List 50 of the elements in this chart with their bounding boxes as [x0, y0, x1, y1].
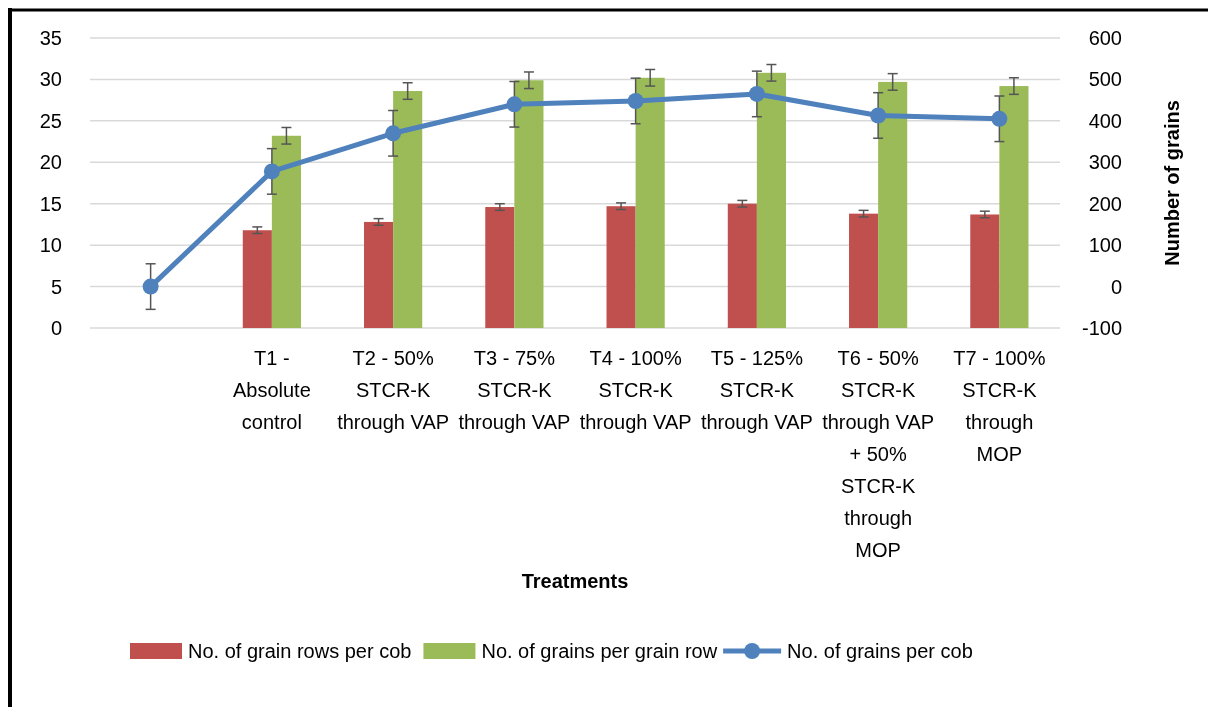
- bar: [242, 230, 272, 328]
- y2-tick-label: 200: [1088, 192, 1122, 215]
- point: [870, 107, 887, 124]
- x-tick-label: T3 - 75% STCR-K through VAP: [458, 347, 571, 433]
- bar: [485, 207, 515, 328]
- y-tick-label: 35: [39, 27, 62, 49]
- y-tick-label: 5: [50, 275, 62, 298]
- x-axis-title: Treatments: [521, 570, 629, 592]
- y-tick-label: 20: [39, 151, 62, 174]
- legend-label: No. of grains per cob: [787, 640, 973, 662]
- x-tick-label: T1 - Absolute control: [232, 347, 311, 433]
- y-tick-label: 30: [39, 68, 62, 91]
- x-tick-label: T6 - 50% STCR-K through VAP + 50% STCR-K through MOP: [822, 347, 935, 561]
- y-tick-label: 0: [50, 317, 62, 339]
- bar: [727, 203, 757, 328]
- bar: [970, 214, 1000, 328]
- bar: [878, 81, 908, 328]
- point: [263, 163, 280, 180]
- bar: [271, 135, 301, 328]
- x-tick-label: T4 - 100% STCR-K through VAP: [579, 347, 692, 433]
- bar: [606, 206, 636, 328]
- bar: [756, 72, 786, 328]
- legend-label: No. of grain rows per cob: [188, 640, 412, 662]
- point: [991, 110, 1008, 127]
- y-tick-label: 25: [39, 109, 62, 132]
- point: [142, 278, 159, 295]
- y2-tick-label: 600: [1088, 27, 1122, 49]
- y2-tick-label: -100: [1081, 317, 1122, 339]
- bar: [393, 91, 423, 328]
- point: [748, 85, 765, 102]
- bar: [849, 213, 879, 328]
- y2-tick-label: 0: [1110, 275, 1122, 298]
- point: [627, 92, 644, 109]
- y2-tick-label: 300: [1088, 151, 1122, 174]
- y-tick-label: 10: [39, 234, 62, 257]
- y2-tick-label: 500: [1088, 68, 1122, 91]
- bar: [635, 77, 665, 328]
- point: [506, 96, 523, 113]
- point: [385, 125, 402, 142]
- x-tick-label: T7 - 100% STCR-K through MOP: [953, 347, 1046, 465]
- y2-tick-label: 400: [1088, 109, 1122, 132]
- bar: [999, 86, 1029, 328]
- bar: [364, 221, 394, 328]
- y2-axis-title: Number of grains: [1161, 100, 1183, 266]
- x-tick-label: T5 - 125% STCR-K through VAP: [700, 347, 813, 433]
- y2-tick-label: 100: [1088, 234, 1122, 257]
- legend-label: No. of grains per grain row: [481, 640, 718, 662]
- x-tick-label: T2 - 50% STCR-K through VAP: [337, 347, 450, 433]
- bar: [514, 80, 544, 328]
- y-tick-label: 15: [39, 192, 62, 215]
